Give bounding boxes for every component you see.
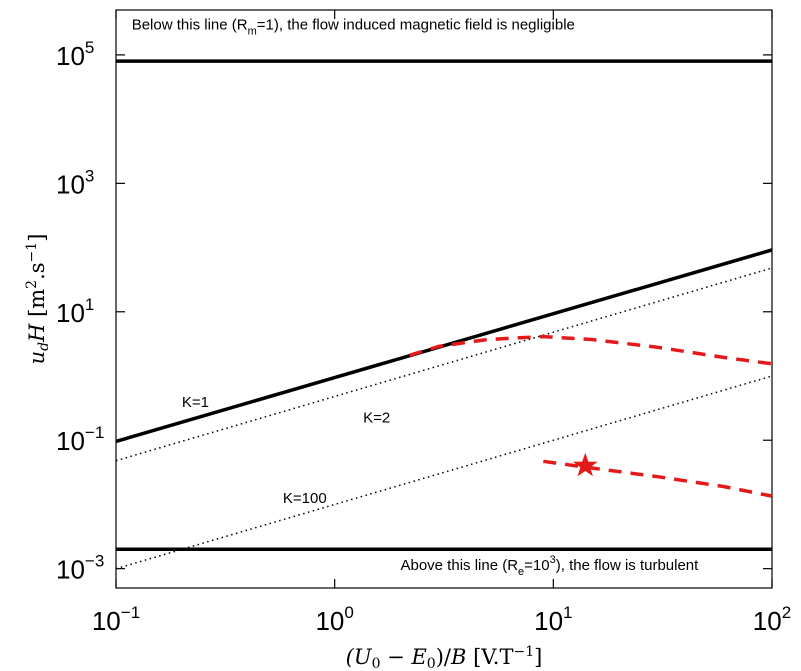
y-tick-label-0: 10−3 [56,552,104,585]
tick-layer: 10−1 100 101 102 10−3 10−1 101 103 105 [56,10,791,636]
x-tick-label-3: 102 [753,603,791,636]
plot-area [115,9,773,589]
annotation-k100: K=100 [283,490,327,507]
annotation-k1: K=1 [182,394,209,411]
x-tick-label-2: 101 [534,603,572,636]
annotation-layer: Below this line (Rm=1), the flow induced… [132,16,699,578]
y-tick-label-2: 101 [56,295,94,328]
series-layer [115,59,773,570]
y-tick-label-1: 10−1 [56,423,104,456]
y-axis-label: udH [m2.s−1] [24,234,52,365]
x-tick-label-1: 100 [315,603,353,636]
y-tick-label-3: 103 [56,166,94,199]
annotation-re: Above this line (Re=103), the flow is tu… [400,554,699,578]
y-tick-label-4: 105 [56,38,94,71]
series-line-5 [408,334,773,366]
star-marker-0 [572,452,598,477]
series-line-2 [115,248,773,444]
annotation-rm: Below this line (Rm=1), the flow induced… [132,16,575,37]
marker-layer [572,452,598,477]
series-line-6 [543,459,773,498]
x-axis-label: (U0 − E0)/B [V.T−1] [346,644,543,671]
x-tick-label-0: 10−1 [92,603,140,636]
annotation-k2: K=2 [363,409,390,426]
